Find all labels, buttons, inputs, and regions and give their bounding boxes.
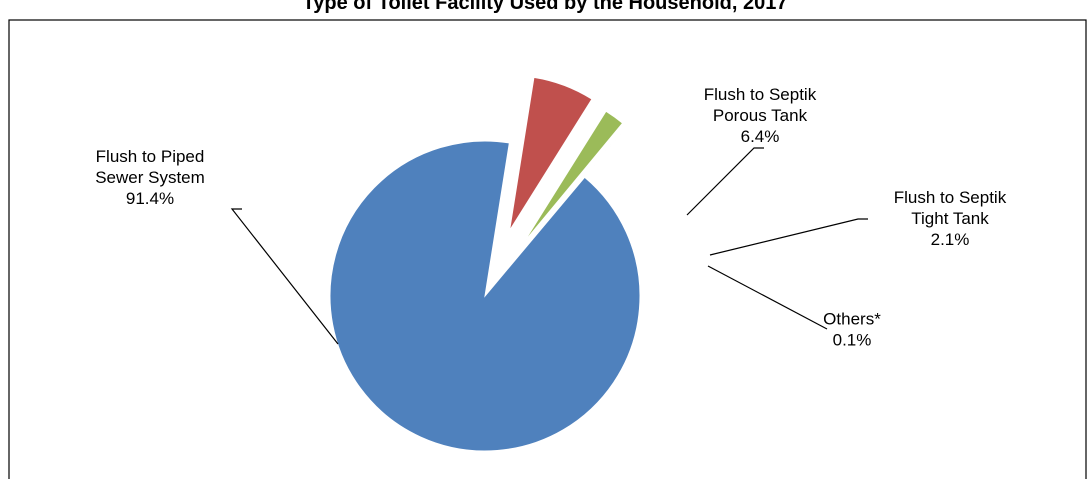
slice-label-3: Flush to Septik Tight Tank 2.1% bbox=[894, 188, 1007, 249]
pie-slices bbox=[329, 76, 641, 452]
slice-value-label: 6.4% bbox=[741, 127, 780, 146]
slice-value-label: 2.1% bbox=[931, 230, 970, 249]
leader-line-4 bbox=[707, 265, 828, 330]
slice-name-label: Tight Tank bbox=[911, 209, 989, 228]
slice-value-label: 91.4% bbox=[126, 189, 174, 208]
slice-name-label: Flush to Septik bbox=[894, 188, 1007, 207]
leader-line-1 bbox=[230, 208, 339, 345]
leader-line-2 bbox=[686, 147, 764, 216]
slice-label-4: Others* 0.1% bbox=[823, 310, 881, 350]
slice-name-label: Porous Tank bbox=[713, 106, 808, 125]
slice-name-label: Flush to Septik bbox=[704, 85, 817, 104]
slice-labels: Flush to Piped Sewer System 91.4%Flush to … bbox=[95, 85, 1007, 350]
pie-slice-1 bbox=[329, 140, 641, 452]
pie-slice-4 bbox=[530, 120, 632, 242]
slice-name-label: Others* bbox=[823, 310, 881, 329]
slice-name-label: Flush to Piped bbox=[96, 147, 205, 166]
slice-value-label: 0.1% bbox=[833, 331, 872, 350]
leader-lines bbox=[230, 147, 868, 345]
pie-slice-2 bbox=[509, 76, 593, 231]
slice-label-2: Flush to Septik Porous Tank 6.4% bbox=[704, 85, 817, 146]
leader-line-3 bbox=[709, 218, 868, 256]
chart-title: Type of Toilet Facility Used by the Hous… bbox=[302, 0, 788, 14]
slice-name-label: Sewer System bbox=[95, 168, 205, 187]
pie-slice-3 bbox=[523, 110, 624, 243]
slice-label-1: Flush to Piped Sewer System 91.4% bbox=[95, 147, 205, 208]
